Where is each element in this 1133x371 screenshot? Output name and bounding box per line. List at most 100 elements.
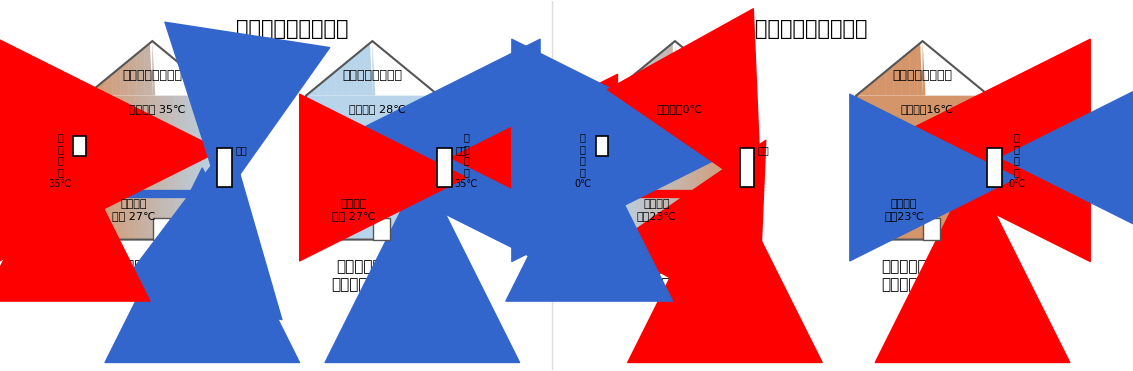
Polygon shape	[431, 96, 434, 146]
Text: 一般の換気の場合: 一般の換気の場合	[122, 69, 182, 82]
Polygon shape	[205, 96, 208, 142]
Polygon shape	[436, 96, 438, 150]
Bar	[654, 96, 657, 240]
Bar	[983, 96, 987, 240]
Polygon shape	[928, 96, 931, 103]
Polygon shape	[123, 63, 126, 96]
Polygon shape	[646, 63, 649, 96]
Polygon shape	[110, 73, 113, 96]
Bar	[173, 96, 177, 240]
Bar	[216, 96, 220, 240]
Text: 外
気
温
度
35℃: 外 気 温 度 35℃	[454, 132, 478, 188]
Polygon shape	[385, 96, 389, 109]
Bar	[640, 96, 644, 240]
Bar	[367, 96, 370, 240]
Polygon shape	[675, 41, 678, 98]
Polygon shape	[373, 41, 375, 98]
Bar	[312, 96, 314, 240]
Bar	[891, 96, 894, 240]
Bar	[869, 96, 872, 240]
Bar	[126, 96, 129, 240]
Polygon shape	[343, 63, 347, 96]
Polygon shape	[648, 60, 651, 96]
Polygon shape	[144, 45, 147, 96]
Bar	[410, 96, 412, 240]
Polygon shape	[654, 56, 657, 96]
Polygon shape	[619, 84, 622, 96]
Bar	[397, 96, 400, 240]
Polygon shape	[979, 96, 981, 144]
Text: 排気: 排気	[236, 145, 247, 155]
Bar	[88, 96, 92, 240]
Bar	[412, 96, 416, 240]
Polygon shape	[893, 63, 896, 96]
Polygon shape	[962, 96, 965, 131]
Bar	[213, 96, 216, 240]
Polygon shape	[670, 43, 673, 96]
Polygon shape	[875, 78, 878, 96]
Bar	[616, 96, 620, 240]
Polygon shape	[976, 96, 979, 142]
Bar	[351, 96, 355, 240]
Bar	[369, 96, 373, 240]
Polygon shape	[954, 96, 957, 124]
Bar	[627, 96, 630, 240]
Bar	[960, 96, 963, 240]
Polygon shape	[622, 82, 625, 96]
Polygon shape	[407, 96, 410, 127]
Polygon shape	[678, 96, 681, 101]
Polygon shape	[322, 80, 325, 96]
Bar	[104, 96, 108, 240]
Bar	[383, 96, 386, 240]
Bar	[861, 96, 864, 240]
Polygon shape	[338, 67, 341, 96]
Bar	[434, 96, 436, 240]
Polygon shape	[630, 76, 633, 96]
Polygon shape	[636, 71, 638, 96]
Bar	[736, 96, 739, 240]
Bar	[86, 96, 90, 240]
Polygon shape	[713, 96, 715, 129]
Bar	[672, 96, 675, 240]
Bar	[624, 96, 628, 240]
Bar	[946, 96, 949, 240]
Bar	[731, 96, 734, 240]
Bar	[120, 96, 123, 240]
Polygon shape	[936, 96, 939, 109]
Polygon shape	[688, 96, 691, 109]
Bar	[377, 96, 381, 240]
Bar	[216, 148, 231, 187]
Polygon shape	[632, 73, 636, 96]
Polygon shape	[624, 80, 628, 96]
Bar	[901, 96, 904, 240]
Polygon shape	[189, 96, 193, 129]
Text: 室内空気
温度23℃: 室内空気 温度23℃	[637, 199, 676, 221]
Bar	[656, 96, 659, 240]
Polygon shape	[335, 69, 339, 96]
Bar	[622, 96, 625, 240]
Bar	[349, 96, 351, 240]
Polygon shape	[120, 65, 123, 96]
Polygon shape	[346, 60, 349, 96]
Bar	[373, 96, 375, 240]
Polygon shape	[872, 80, 875, 96]
Polygon shape	[739, 96, 741, 150]
Bar	[636, 96, 638, 240]
Text: 排気: 排気	[455, 145, 467, 155]
Polygon shape	[983, 96, 987, 148]
Bar	[857, 96, 859, 240]
Bar	[867, 96, 870, 240]
Polygon shape	[104, 78, 108, 96]
Polygon shape	[179, 96, 182, 120]
Bar	[147, 96, 150, 240]
Bar	[123, 96, 126, 240]
Polygon shape	[877, 76, 880, 96]
Bar	[952, 96, 955, 240]
Bar	[680, 96, 683, 240]
Bar	[630, 96, 633, 240]
Bar	[189, 96, 193, 240]
Bar	[359, 96, 363, 240]
Bar	[381, 96, 383, 240]
Bar	[415, 96, 418, 240]
Polygon shape	[147, 43, 150, 96]
